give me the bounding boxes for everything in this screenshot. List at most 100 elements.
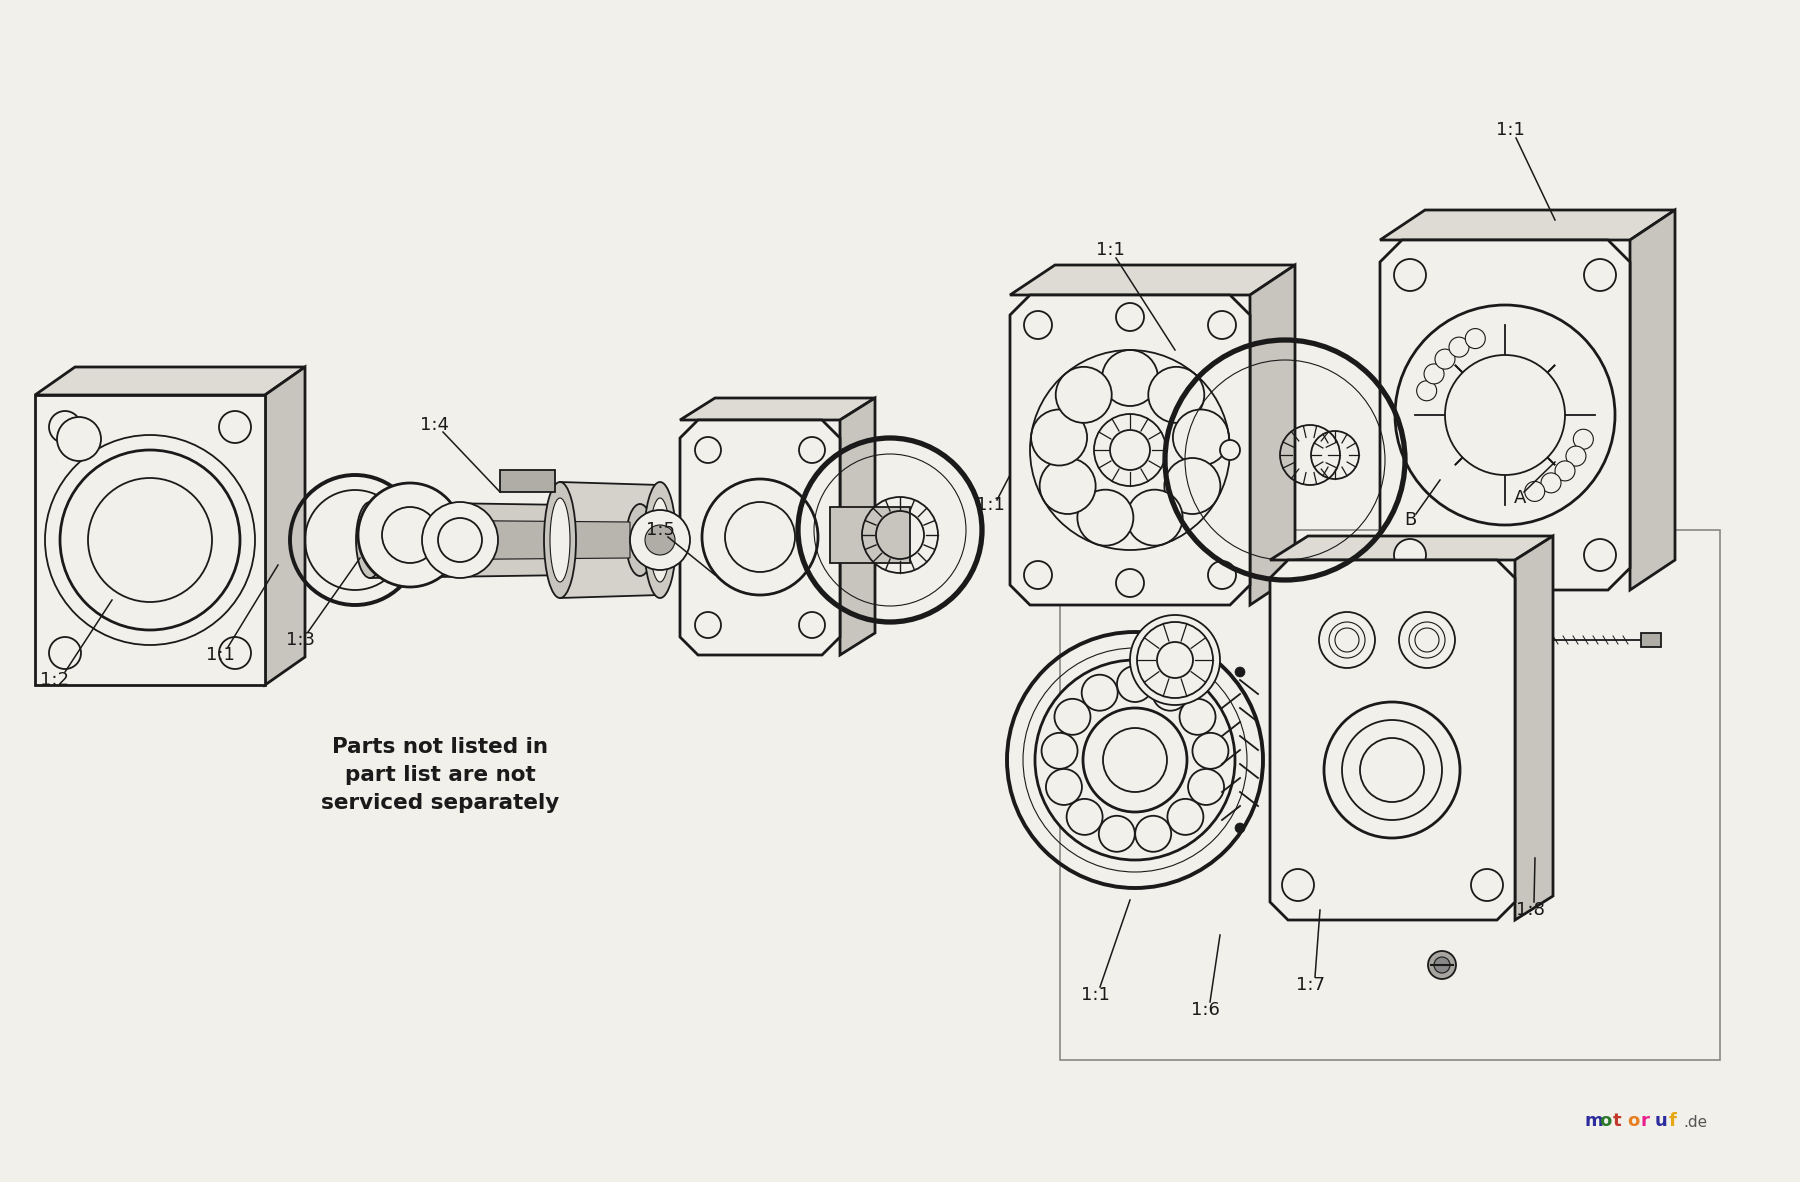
Circle shape [220, 411, 250, 443]
Circle shape [799, 612, 824, 638]
Text: o: o [1627, 1112, 1640, 1130]
Circle shape [1328, 622, 1364, 658]
Circle shape [1127, 489, 1183, 546]
Text: 1:6: 1:6 [1190, 1001, 1219, 1019]
Text: 1:2: 1:2 [40, 671, 70, 689]
Text: A: A [1514, 489, 1526, 507]
Text: u: u [1654, 1112, 1669, 1130]
Circle shape [49, 411, 81, 443]
Circle shape [1235, 823, 1246, 833]
Polygon shape [1271, 535, 1553, 560]
Circle shape [1042, 733, 1078, 768]
Circle shape [49, 637, 81, 669]
Circle shape [358, 483, 463, 587]
Circle shape [1417, 381, 1436, 401]
Circle shape [1152, 675, 1188, 710]
Circle shape [1424, 364, 1444, 384]
Circle shape [1525, 481, 1544, 501]
Circle shape [58, 417, 101, 461]
Circle shape [1445, 355, 1564, 475]
Ellipse shape [544, 482, 576, 598]
Circle shape [1393, 539, 1426, 571]
Circle shape [1282, 869, 1314, 901]
Bar [34, 395, 265, 686]
Polygon shape [1010, 265, 1294, 296]
Text: 1:1: 1:1 [1496, 121, 1525, 139]
Ellipse shape [626, 504, 653, 576]
Circle shape [1415, 628, 1438, 652]
Text: .de: .de [1683, 1115, 1706, 1130]
Circle shape [1465, 329, 1485, 349]
Polygon shape [265, 366, 304, 686]
Circle shape [1188, 769, 1224, 805]
Circle shape [1118, 665, 1154, 702]
Circle shape [1393, 259, 1426, 291]
Circle shape [421, 502, 499, 578]
Circle shape [695, 612, 722, 638]
Bar [500, 470, 554, 492]
Circle shape [1541, 473, 1561, 493]
Circle shape [630, 509, 689, 570]
Ellipse shape [650, 498, 670, 582]
Circle shape [1208, 311, 1237, 339]
Circle shape [1399, 612, 1454, 668]
Circle shape [1566, 446, 1586, 466]
Polygon shape [371, 502, 641, 578]
Text: o: o [1598, 1112, 1611, 1130]
Circle shape [1024, 311, 1051, 339]
Text: 1:8: 1:8 [1516, 901, 1544, 918]
Polygon shape [680, 398, 875, 420]
Circle shape [1435, 957, 1451, 973]
Circle shape [1157, 642, 1193, 678]
Circle shape [1361, 738, 1424, 803]
Text: 1:1: 1:1 [976, 496, 1004, 514]
Circle shape [1102, 350, 1157, 405]
Circle shape [1192, 733, 1228, 768]
Text: B: B [1404, 511, 1417, 530]
Text: r: r [1642, 1112, 1651, 1130]
Circle shape [1409, 622, 1445, 658]
Text: 1:1: 1:1 [1080, 986, 1109, 1004]
Text: t: t [1613, 1112, 1622, 1130]
Circle shape [1084, 708, 1186, 812]
Text: 1:4: 1:4 [421, 416, 450, 434]
Circle shape [1078, 489, 1134, 546]
Circle shape [1111, 430, 1150, 470]
Polygon shape [1381, 210, 1676, 240]
Circle shape [1168, 799, 1204, 834]
Circle shape [59, 450, 239, 630]
Circle shape [1067, 799, 1103, 834]
Circle shape [1555, 461, 1575, 481]
Circle shape [1584, 539, 1616, 571]
Circle shape [220, 637, 250, 669]
Polygon shape [680, 420, 841, 655]
Polygon shape [34, 366, 304, 395]
Circle shape [1024, 561, 1051, 589]
Text: f: f [1669, 1112, 1678, 1130]
Polygon shape [1516, 535, 1553, 920]
Circle shape [1130, 615, 1220, 704]
Polygon shape [560, 482, 661, 598]
Circle shape [1220, 440, 1240, 460]
Text: 1:1: 1:1 [1096, 241, 1125, 259]
Text: Parts not listed in
part list are not
serviced separately: Parts not listed in part list are not se… [320, 738, 560, 813]
Ellipse shape [356, 502, 383, 578]
Circle shape [1055, 699, 1091, 735]
Polygon shape [391, 520, 630, 560]
Circle shape [1057, 366, 1112, 423]
Circle shape [1435, 349, 1454, 369]
Polygon shape [1271, 560, 1516, 920]
Ellipse shape [644, 482, 677, 598]
Bar [1642, 634, 1661, 647]
Polygon shape [1010, 296, 1249, 605]
Circle shape [1584, 259, 1616, 291]
Text: 1:5: 1:5 [646, 521, 675, 539]
Circle shape [695, 437, 722, 463]
Circle shape [1336, 628, 1359, 652]
Bar [1060, 530, 1721, 1060]
Circle shape [1174, 409, 1229, 466]
Circle shape [1082, 675, 1118, 710]
Circle shape [799, 437, 824, 463]
Circle shape [1179, 699, 1215, 735]
Circle shape [1136, 816, 1172, 852]
